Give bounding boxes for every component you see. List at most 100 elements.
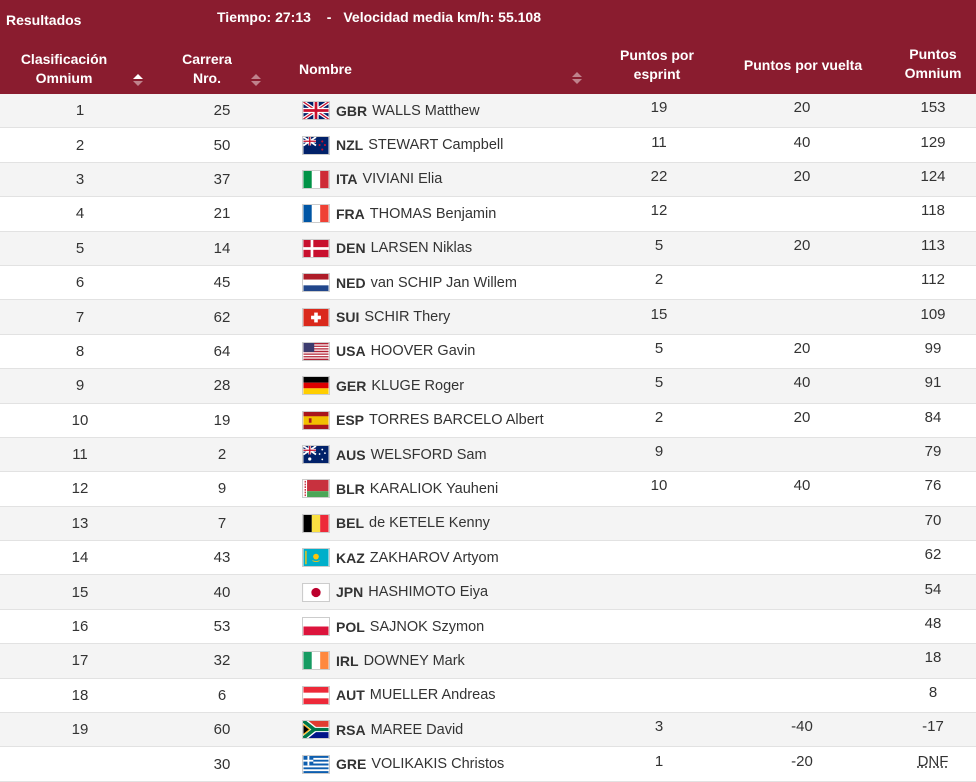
athlete-name[interactable]: HOOVER Gavin [370, 343, 476, 360]
lap-points-cell: -40 [791, 718, 813, 736]
noc-code: ESP [336, 412, 365, 429]
athlete-cell: DEN LARSEN Niklas [302, 232, 602, 265]
athlete-cell: RSA MAREE David [302, 713, 602, 746]
omnium-points-cell: 112 [921, 271, 945, 289]
sprint-points-cell: 3 [654, 718, 664, 736]
bib-cell: 62 [213, 308, 231, 326]
table-row: 2 50 NZL STEWART Campbell 11 40 129 [0, 128, 976, 163]
omnium-points-cell: 153 [920, 99, 946, 117]
athlete-name[interactable]: SCHIR Thery [364, 309, 451, 326]
table-row: 19 60 RSA MAREE David 3 -40 -17 [0, 713, 976, 748]
lap-points-cell: 20 [793, 99, 811, 117]
omnium-points-cell: 91 [924, 374, 942, 392]
athlete-cell: IRL DOWNEY Mark [302, 644, 602, 677]
athlete-name[interactable]: de KETELE Kenny [369, 515, 490, 532]
esp-flag-icon [302, 410, 330, 430]
lap-points-cell: 20 [793, 167, 811, 185]
rsa-flag-icon [302, 720, 330, 740]
athlete-name[interactable]: KARALIOK Yauheni [369, 480, 499, 497]
table-row: 1 25 GBR WALLS Matthew 19 20 153 [0, 94, 976, 129]
race-time: Tiempo: 27:13 [217, 9, 311, 25]
noc-code: SUI [336, 309, 360, 326]
athlete-name[interactable]: SAJNOK Szymon [369, 618, 485, 635]
lap-points-cell [740, 607, 864, 640]
table-row: 6 45 NED van SCHIP Jan Willem 2 112 [0, 266, 976, 301]
sprint-points-cell: 5 [654, 374, 664, 392]
lap-points-cell [740, 572, 864, 605]
column-header-name-label: Nombre [299, 61, 352, 77]
noc-code: GBR [336, 102, 368, 119]
lap-points-cell: -20 [791, 752, 813, 770]
athlete-name[interactable]: LARSEN Niklas [370, 240, 473, 257]
noc-code: NED [336, 274, 366, 291]
athlete-name[interactable]: KLUGE Roger [371, 377, 465, 394]
athlete-name[interactable]: VOLIKAKIS Christos [371, 756, 505, 773]
omnium-points-cell: 84 [924, 408, 942, 426]
athlete-name[interactable]: MAREE David [370, 721, 464, 738]
usa-flag-icon [302, 341, 330, 361]
lap-points-cell [740, 538, 864, 571]
omnium-points-cell: 48 [924, 615, 942, 633]
athlete-name[interactable]: ZAKHAROV Artyom [369, 549, 499, 566]
table-row: 15 40 JPN HASHIMOTO Eiya 54 [0, 572, 976, 610]
table-row: 4 21 FRA THOMAS Benjamin 12 118 [0, 194, 976, 232]
column-header-total-label: Puntos Omnium [904, 46, 962, 81]
sui-flag-icon [302, 307, 330, 327]
athlete-name[interactable]: DOWNEY Mark [363, 652, 465, 669]
lap-points-cell: 20 [793, 236, 811, 254]
column-header-lap-label: Puntos por vuelta [743, 57, 863, 73]
athlete-name[interactable]: VIVIANI Elia [362, 171, 443, 188]
aus-flag-icon [302, 445, 330, 465]
rank-cell: 19 [71, 721, 89, 739]
column-header-rank-label: Clasificación Omnium [20, 51, 108, 86]
gbr-flag-icon [302, 101, 330, 121]
noc-code: GRE [336, 756, 367, 773]
table-row: 9 28 GER KLUGE Roger 5 40 91 [0, 369, 976, 404]
column-header-name[interactable]: Nombre [299, 60, 352, 79]
rank-cell: 15 [71, 583, 89, 601]
omnium-points-cell: 62 [924, 546, 942, 564]
column-header-sprint: Puntos por esprint [610, 46, 704, 84]
omnium-points-cell: 76 [924, 477, 942, 495]
bib-cell: 37 [213, 170, 231, 188]
lap-points-cell [740, 435, 864, 468]
results-header-bar: Resultados Tiempo: 27:13 - Velocidad med… [0, 0, 976, 40]
athlete-cell: BEL de KETELE Kenny [302, 507, 602, 540]
bib-cell: 32 [213, 652, 231, 670]
athlete-name[interactable]: WALLS Matthew [372, 102, 480, 119]
noc-code: BLR [336, 480, 365, 497]
athlete-name[interactable]: van SCHIP Jan Willem [370, 274, 517, 291]
athlete-name[interactable]: WELSFORD Sam [370, 446, 487, 463]
column-header-sprint-label: Puntos por esprint [620, 47, 694, 82]
athlete-name[interactable]: THOMAS Benjamin [369, 205, 497, 222]
column-header-rank[interactable]: Clasificación Omnium [14, 50, 114, 88]
stats-separator: - [326, 9, 332, 25]
lap-points-cell [740, 194, 864, 227]
nzl-flag-icon [302, 135, 330, 155]
omnium-points-cell: 109 [920, 305, 946, 323]
lap-points-cell [740, 504, 864, 537]
noc-code: USA [336, 343, 366, 360]
table-row: 14 43 KAZ ZAKHAROV Artyom 62 [0, 538, 976, 576]
rank-cell: 14 [71, 549, 89, 567]
athlete-name[interactable]: STEWART Campbell [368, 137, 504, 154]
athlete-name[interactable]: TORRES BARCELO Albert [369, 412, 544, 429]
lap-points-cell: 20 [793, 339, 811, 357]
athlete-cell: NZL STEWART Campbell [302, 128, 602, 161]
bib-cell: 2 [217, 446, 227, 464]
ned-flag-icon [302, 273, 330, 293]
noc-code: ITA [336, 171, 358, 188]
bib-cell: 25 [213, 102, 231, 120]
lap-points-cell [740, 676, 864, 709]
column-header-bib[interactable]: Carrera Nro. [176, 50, 238, 88]
rank-cell: 13 [71, 514, 89, 532]
athlete-cell: AUT MUELLER Andreas [302, 679, 602, 712]
bib-cell: 9 [217, 480, 227, 498]
athlete-name[interactable]: HASHIMOTO Eiya [368, 584, 489, 601]
results-title: Resultados [6, 12, 82, 28]
athlete-name[interactable]: MUELLER Andreas [369, 687, 496, 704]
sprint-points-cell [600, 538, 718, 571]
kaz-flag-icon [302, 548, 330, 568]
bel-flag-icon [302, 513, 330, 533]
bib-cell: 60 [213, 721, 231, 739]
